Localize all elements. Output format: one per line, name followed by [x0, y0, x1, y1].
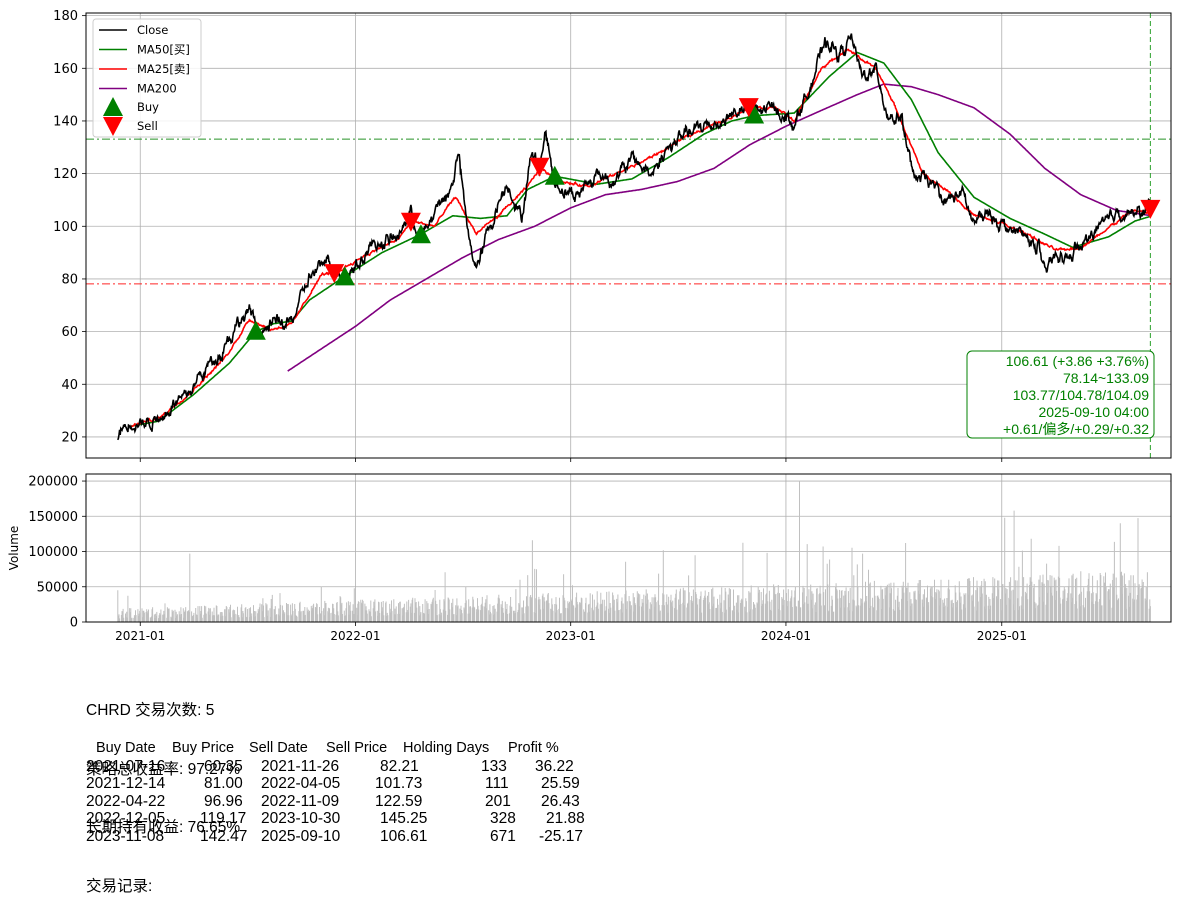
buy-marker — [744, 104, 765, 124]
header-buy-price: Buy Price — [172, 740, 235, 756]
chart-legend: Close MA50[买] MA25[卖] MA200 Buy Sell — [92, 18, 202, 138]
annotation-line: 103.77/104.78/104.09 — [1013, 387, 1149, 403]
volume-panel: 0 50000 100000 150000 200000 2021-01 2022-01 20… — [7, 473, 1172, 643]
cell-buy-price: 119.17 — [200, 810, 247, 828]
legend-label: MA200 — [137, 82, 177, 96]
buy-marker — [334, 266, 355, 286]
cell-profit: 36.22 — [535, 757, 574, 775]
close-line — [117, 33, 1151, 441]
header-sell-price: Sell Price — [326, 740, 388, 756]
price-ytick-label: 80 — [61, 272, 78, 287]
price-annotation: 106.61 (+3.86 +3.76%)78.14~133.09103.77/… — [966, 350, 1155, 439]
volume-ytick-label: 100000 — [28, 545, 78, 560]
cell-buy-date: 2021-12-14 — [86, 775, 166, 793]
strategy-return-line: 策略总收益率: 97.27% — [86, 760, 241, 778]
price-ytick-label: 140 — [53, 114, 78, 129]
cell-sell-price: 82.21 — [380, 757, 419, 775]
cell-sell-date: 2025-09-10 — [261, 827, 341, 845]
cell-sell-price: 122.59 — [375, 792, 423, 810]
header-buy-date: Buy Date — [96, 740, 156, 756]
cell-sell-date: 2022-11-09 — [261, 792, 340, 810]
cell-holding-days: 328 — [490, 810, 516, 828]
buy-marker — [245, 320, 266, 340]
ma200-line — [287, 83, 1151, 372]
price-ytick-label: 100 — [53, 220, 78, 235]
cell-buy-price: 81.00 — [204, 775, 243, 793]
volume-panel-frame — [85, 473, 1172, 623]
header-holding-days: Holding Days — [403, 740, 490, 756]
cell-buy-price: 96.96 — [204, 792, 243, 810]
volume-ytick-label: 0 — [70, 616, 78, 631]
volume-ytick-label: 50000 — [37, 580, 78, 595]
cell-profit: 26.43 — [541, 792, 580, 810]
price-panel-frame — [85, 12, 1172, 459]
cell-buy-date: 2022-04-22 — [86, 792, 166, 810]
legend-box — [92, 18, 202, 138]
cell-profit: 25.59 — [541, 775, 580, 793]
buy-marker — [544, 165, 565, 185]
sell-marker — [400, 212, 421, 232]
price-panel: 20 40 60 80 100 120 140 160 180 Close MA50[买] MA25[… — [53, 9, 1172, 462]
annotation-line: 78.14~133.09 — [1063, 370, 1149, 386]
sell-marker — [324, 264, 345, 284]
cell-buy-date: 2021-07-16 — [86, 757, 166, 775]
price-ytick-label: 120 — [53, 167, 78, 182]
cell-sell-date: 2021-11-26 — [261, 757, 340, 775]
volume-xtick-label: 2025-01 — [977, 629, 1027, 643]
cell-sell-date: 2023-10-30 — [261, 810, 341, 828]
cell-holding-days: 111 — [485, 775, 509, 793]
sell-marker — [738, 98, 759, 118]
price-ytick-label: 180 — [53, 9, 78, 24]
stock-chart: 20 40 60 80 100 120 140 160 180 Close MA50[买] MA25[… — [7, 9, 1172, 643]
header-profit: Profit % — [508, 740, 559, 756]
trade-count-line: CHRD 交易次数: 5 — [86, 702, 215, 719]
legend-label: MA25[卖] — [137, 62, 190, 76]
cell-buy-price: 142.47 — [200, 827, 248, 845]
volume-axis-label: Volume — [7, 526, 21, 571]
legend-label: Buy — [137, 100, 159, 114]
annotation-box — [966, 350, 1155, 439]
legend-label: Sell — [137, 119, 158, 133]
buy-marker — [410, 224, 431, 244]
volume-ytick-label: 200000 — [28, 475, 78, 490]
annotation-line: +0.61/偏多/+0.29/+0.32 — [1003, 421, 1149, 437]
price-ytick-label: 40 — [61, 378, 78, 393]
price-ytick-label: 20 — [61, 430, 78, 445]
legend-label: Close — [137, 23, 168, 37]
cell-holding-days: 133 — [481, 757, 507, 775]
annotation-line: 2025-09-10 04:00 — [1038, 404, 1149, 420]
cell-sell-price: 106.61 — [380, 827, 428, 845]
volume-xtick-label: 2021-01 — [115, 629, 165, 643]
cell-holding-days: 671 — [490, 827, 516, 845]
cell-profit: -25.17 — [539, 827, 583, 845]
cell-sell-date: 2022-04-05 — [261, 775, 341, 793]
cell-buy-price: 60.35 — [204, 757, 243, 775]
cell-buy-date: 2022-12-05 — [86, 810, 166, 828]
volume-xtick-label: 2024-01 — [761, 629, 811, 643]
buy-hold-return-line: 长期持有收益: 76.65% — [86, 819, 241, 836]
cell-sell-price: 145.25 — [380, 810, 428, 828]
legend-buy-marker — [103, 97, 123, 116]
annotation-line: 106.61 (+3.86 +3.76%) — [1006, 353, 1149, 369]
sell-marker — [529, 157, 550, 177]
cell-profit: 21.88 — [546, 810, 585, 828]
legend-label: MA50[买] — [137, 43, 190, 57]
cell-holding-days: 201 — [485, 792, 511, 810]
cell-sell-price: 101.73 — [375, 775, 423, 793]
price-ytick-label: 160 — [53, 62, 78, 77]
legend-sell-marker — [103, 117, 123, 136]
price-ytick-label: 60 — [61, 325, 78, 340]
volume-xtick-label: 2022-01 — [330, 629, 380, 643]
header-sell-date: Sell Date — [249, 740, 308, 756]
sell-marker — [1140, 199, 1161, 219]
trade-log-heading: 交易记录: — [86, 877, 153, 895]
cell-buy-date: 2023-11-08 — [86, 827, 165, 845]
volume-xtick-label: 2023-01 — [546, 629, 596, 643]
volume-ytick-label: 150000 — [28, 510, 78, 525]
volume-bars — [117, 481, 1151, 622]
